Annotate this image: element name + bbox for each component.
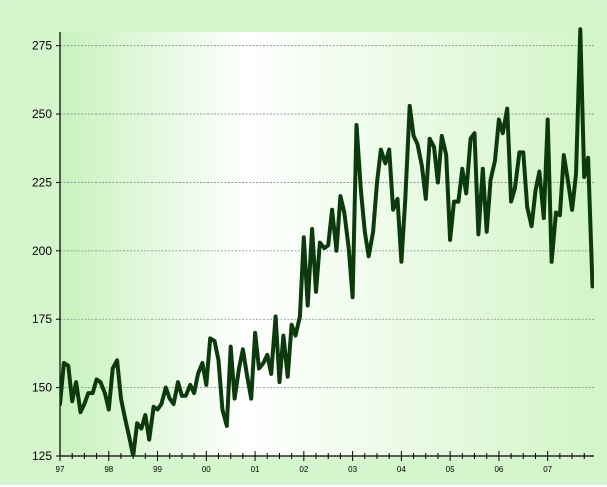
x-tick-label-06: 06 bbox=[494, 465, 503, 474]
x-tick-label-03: 03 bbox=[348, 465, 357, 474]
x-tick-label-02: 02 bbox=[299, 465, 308, 474]
x-tick-label-07: 07 bbox=[543, 465, 552, 474]
y-tick-label-125: 125 bbox=[32, 449, 52, 463]
x-tick-label-01: 01 bbox=[251, 465, 260, 474]
x-tick-label-98: 98 bbox=[104, 465, 113, 474]
x-tick-label-00: 00 bbox=[202, 465, 211, 474]
y-tick-label-250: 250 bbox=[32, 107, 52, 121]
gridlines bbox=[60, 45, 594, 389]
y-tick-label-175: 175 bbox=[32, 312, 52, 326]
series-line-0 bbox=[60, 27, 594, 456]
y-tick-label-275: 275 bbox=[32, 39, 52, 53]
x-tick-label-99: 99 bbox=[153, 465, 162, 474]
series-layer bbox=[60, 27, 594, 456]
y-tick-label-150: 150 bbox=[32, 381, 52, 395]
x-axis: 97 98 99 00 01 02 03 04 05 06 07 bbox=[56, 451, 594, 474]
y-axis: 125 150 175 200 225 250 275 bbox=[32, 32, 61, 463]
y-tick-label-225: 225 bbox=[32, 175, 52, 189]
x-tick-label-04: 04 bbox=[397, 465, 406, 474]
x-tick-label-05: 05 bbox=[446, 465, 455, 474]
x-tick-label-97: 97 bbox=[56, 465, 65, 474]
y-tick-label-200: 200 bbox=[32, 244, 52, 258]
